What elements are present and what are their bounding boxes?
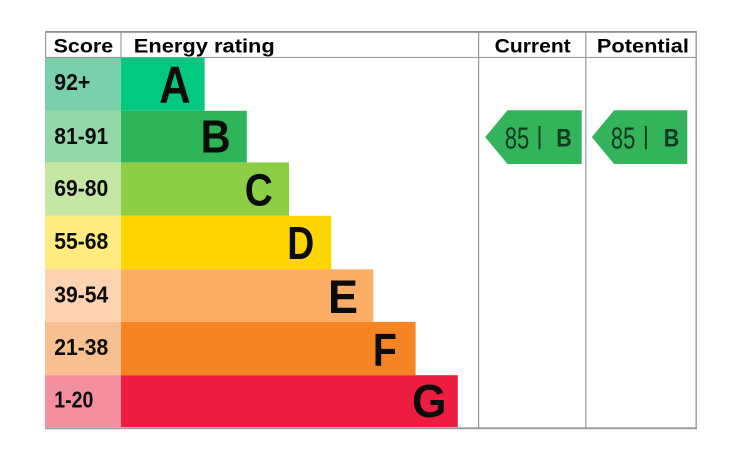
svg-text:B: B	[201, 110, 231, 162]
svg-text:C: C	[245, 165, 273, 216]
svg-text:G: G	[412, 375, 447, 427]
svg-text:Current: Current	[495, 36, 572, 58]
svg-text:81-91: 81-91	[54, 123, 108, 149]
svg-text:B: B	[664, 125, 680, 153]
svg-text:85: 85	[611, 121, 636, 155]
svg-text:92+: 92+	[54, 69, 90, 95]
svg-text:Energy rating: Energy rating	[134, 36, 275, 58]
svg-text:39-54: 39-54	[54, 281, 108, 307]
svg-text:Potential: Potential	[597, 36, 689, 58]
svg-text:69-80: 69-80	[54, 175, 108, 201]
svg-text:21-38: 21-38	[54, 334, 108, 360]
svg-text:B: B	[556, 125, 572, 153]
svg-text:D: D	[287, 217, 314, 269]
svg-text:F: F	[373, 324, 397, 376]
svg-text:A: A	[159, 55, 191, 113]
svg-text:E: E	[328, 270, 358, 323]
svg-text:85: 85	[505, 121, 530, 155]
svg-text:1-20: 1-20	[54, 386, 93, 412]
svg-text:55-68: 55-68	[54, 228, 108, 254]
svg-text:Score: Score	[54, 36, 114, 58]
